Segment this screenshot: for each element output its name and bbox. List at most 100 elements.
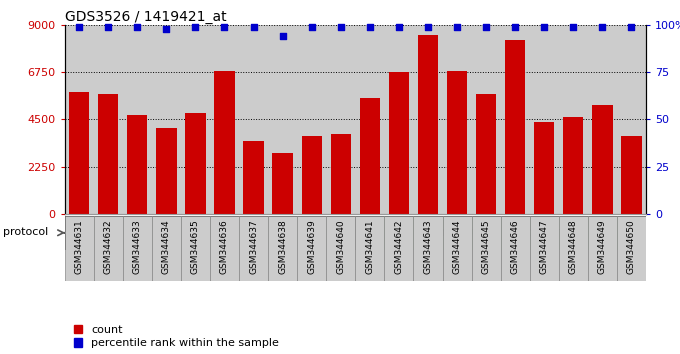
Point [510, 24, 521, 29]
FancyBboxPatch shape [65, 216, 94, 281]
Bar [301, 136, 322, 214]
FancyBboxPatch shape [326, 216, 355, 281]
Text: GSM344632: GSM344632 [104, 219, 113, 274]
Bar [210, 25, 239, 214]
Point [219, 24, 230, 29]
Bar [592, 105, 613, 214]
FancyBboxPatch shape [94, 216, 122, 281]
Bar [122, 25, 152, 214]
Bar [559, 25, 588, 214]
FancyBboxPatch shape [443, 216, 472, 281]
Bar [472, 25, 500, 214]
Text: GSM344636: GSM344636 [220, 219, 229, 274]
Bar [563, 118, 583, 214]
Bar [617, 25, 646, 214]
FancyBboxPatch shape [65, 216, 646, 250]
Text: GSM344639: GSM344639 [307, 219, 316, 274]
Bar [268, 25, 297, 214]
Text: GSM344645: GSM344645 [481, 219, 490, 274]
Bar [297, 25, 326, 214]
Point [597, 24, 608, 29]
Text: protocol: protocol [3, 227, 49, 237]
Bar [500, 25, 530, 214]
FancyBboxPatch shape [297, 216, 326, 281]
Bar [622, 136, 642, 214]
Bar [418, 35, 438, 214]
Text: GDS3526 / 1419421_at: GDS3526 / 1419421_at [65, 10, 226, 24]
Point [73, 24, 84, 29]
Bar [476, 94, 496, 214]
FancyBboxPatch shape [152, 216, 181, 281]
Text: GSM344635: GSM344635 [191, 219, 200, 274]
Text: control: control [188, 226, 232, 239]
FancyBboxPatch shape [355, 216, 384, 281]
Point [277, 33, 288, 39]
Point [452, 24, 462, 29]
Text: GSM344637: GSM344637 [249, 219, 258, 274]
Point [248, 24, 259, 29]
Point [364, 24, 375, 29]
Bar [239, 25, 268, 214]
Point [132, 24, 143, 29]
Text: GSM344634: GSM344634 [162, 219, 171, 274]
Bar [243, 141, 264, 214]
Legend: count, percentile rank within the sample: count, percentile rank within the sample [73, 325, 279, 348]
FancyBboxPatch shape [384, 216, 413, 281]
Text: GSM344648: GSM344648 [569, 219, 578, 274]
Text: GSM344647: GSM344647 [540, 219, 549, 274]
Bar [389, 72, 409, 214]
Bar [330, 134, 351, 214]
Point [626, 24, 637, 29]
Bar [273, 153, 293, 214]
Text: GSM344638: GSM344638 [278, 219, 287, 274]
Bar [384, 25, 413, 214]
Text: GSM344643: GSM344643 [424, 219, 432, 274]
Bar [181, 25, 210, 214]
Point [306, 24, 317, 29]
FancyBboxPatch shape [617, 216, 646, 281]
Text: GSM344631: GSM344631 [75, 219, 84, 274]
Bar [530, 25, 559, 214]
Point [335, 24, 346, 29]
Point [103, 24, 114, 29]
Bar [443, 25, 472, 214]
Bar [534, 121, 554, 214]
Point [161, 26, 172, 32]
Text: GSM344646: GSM344646 [511, 219, 520, 274]
Text: GSM344642: GSM344642 [394, 219, 403, 274]
Point [481, 24, 492, 29]
Text: GSM344650: GSM344650 [627, 219, 636, 274]
Bar [505, 40, 526, 214]
Bar [65, 25, 94, 214]
Text: GSM344640: GSM344640 [337, 219, 345, 274]
Bar [588, 25, 617, 214]
Point [539, 24, 549, 29]
Bar [413, 25, 443, 214]
Text: myostatin inhibition: myostatin inhibition [439, 226, 563, 239]
Bar [214, 71, 235, 214]
Point [190, 24, 201, 29]
Bar [152, 25, 181, 214]
Bar [360, 98, 380, 214]
Bar [326, 25, 355, 214]
FancyBboxPatch shape [413, 216, 443, 281]
Bar [355, 25, 384, 214]
Point [568, 24, 579, 29]
Text: GSM344649: GSM344649 [598, 219, 607, 274]
FancyBboxPatch shape [181, 216, 210, 281]
Text: GSM344641: GSM344641 [365, 219, 374, 274]
Bar [156, 128, 177, 214]
Bar [447, 71, 467, 214]
Point [422, 24, 433, 29]
FancyBboxPatch shape [355, 216, 646, 250]
Bar [185, 113, 205, 214]
FancyBboxPatch shape [268, 216, 297, 281]
Bar [127, 115, 148, 214]
FancyBboxPatch shape [500, 216, 530, 281]
Bar [94, 25, 122, 214]
Point [394, 24, 405, 29]
Text: GSM344633: GSM344633 [133, 219, 141, 274]
FancyBboxPatch shape [559, 216, 588, 281]
Text: GSM344644: GSM344644 [453, 219, 462, 274]
FancyBboxPatch shape [530, 216, 559, 281]
